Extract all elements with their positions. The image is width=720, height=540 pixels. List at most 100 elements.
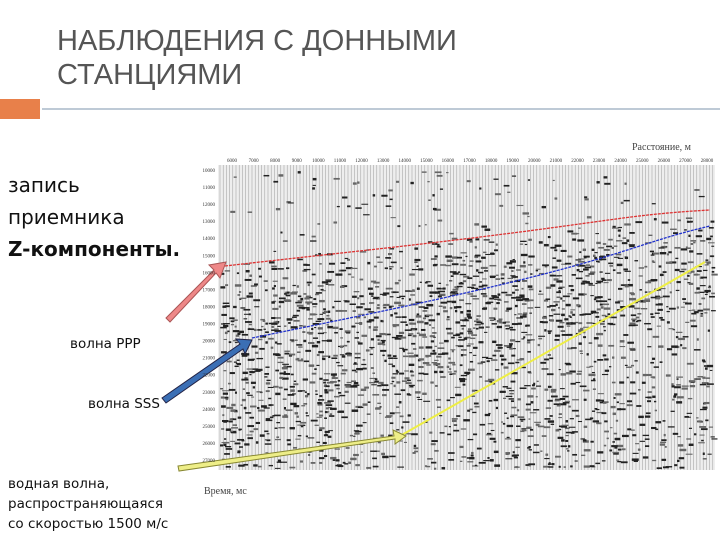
noise	[578, 322, 583, 325]
noise	[515, 296, 522, 299]
noise	[612, 269, 616, 272]
left-tick-label: 10000	[203, 169, 216, 174]
noise	[230, 323, 235, 326]
noise	[561, 424, 569, 427]
noise	[431, 362, 438, 364]
noise	[374, 380, 379, 383]
noise	[531, 384, 535, 387]
noise	[705, 419, 709, 422]
noise	[568, 426, 576, 428]
noise	[601, 412, 607, 415]
noise	[506, 424, 514, 428]
noise	[373, 296, 380, 298]
noise	[455, 333, 461, 336]
noise	[247, 358, 255, 361]
noise	[351, 276, 355, 278]
noise	[307, 331, 310, 334]
noise	[484, 270, 489, 272]
noise	[466, 313, 471, 316]
noise	[255, 421, 261, 425]
noise	[657, 308, 663, 311]
noise	[319, 263, 322, 265]
noise	[223, 421, 228, 423]
noise	[604, 182, 611, 185]
noise	[325, 404, 333, 407]
noise	[449, 373, 453, 376]
noise	[448, 357, 451, 360]
noise	[325, 283, 329, 285]
noise	[516, 269, 521, 271]
noise	[277, 268, 284, 270]
water-line	[399, 261, 706, 437]
noise	[303, 403, 308, 405]
noise	[434, 208, 441, 211]
noise	[654, 312, 660, 314]
noise	[467, 293, 474, 295]
noise	[621, 356, 626, 359]
noise	[264, 439, 271, 441]
noise	[369, 292, 374, 295]
noise	[308, 318, 313, 320]
noise	[408, 318, 415, 322]
noise	[696, 253, 703, 255]
noise	[656, 325, 661, 327]
noise	[399, 250, 403, 253]
noise	[353, 435, 356, 437]
noise	[617, 460, 622, 463]
noise	[688, 427, 693, 429]
top-tick-label: 25000	[636, 159, 649, 164]
label-ppp: волна PPP	[70, 336, 141, 352]
noise	[688, 443, 694, 446]
noise	[429, 324, 432, 326]
noise	[566, 322, 573, 325]
noise	[524, 243, 528, 246]
noise	[602, 354, 607, 357]
noise	[589, 465, 595, 468]
noise	[532, 451, 540, 454]
noise	[289, 427, 295, 430]
noise	[297, 390, 303, 392]
noise	[655, 303, 659, 306]
noise	[570, 309, 576, 311]
noise	[290, 292, 298, 295]
noise	[615, 419, 619, 422]
noise	[422, 362, 430, 365]
noise	[372, 297, 379, 300]
noise	[669, 291, 672, 294]
noise	[225, 448, 233, 450]
noise	[318, 429, 323, 432]
noise	[350, 385, 358, 388]
noise	[439, 342, 444, 344]
noise	[475, 260, 482, 263]
noise	[234, 284, 242, 287]
noise	[526, 426, 532, 430]
noise	[396, 429, 400, 431]
noise	[220, 396, 225, 399]
noise	[367, 401, 371, 403]
noise	[398, 331, 405, 335]
noise	[527, 307, 534, 309]
noise	[560, 445, 567, 448]
noise	[273, 294, 278, 297]
noise	[495, 274, 499, 276]
seismogram	[218, 165, 718, 470]
noise	[528, 465, 531, 467]
noise	[578, 342, 582, 345]
noise	[448, 368, 452, 370]
top-tick-label: 7000	[249, 159, 260, 164]
noise	[635, 221, 643, 224]
noise	[623, 268, 628, 271]
noise	[596, 332, 604, 336]
top-tick-label: 13000	[377, 159, 390, 164]
noise	[321, 357, 325, 360]
noise	[695, 235, 702, 238]
noise	[449, 307, 453, 310]
noise	[430, 381, 434, 384]
noise	[626, 400, 633, 403]
noise	[327, 400, 330, 403]
noise	[296, 304, 304, 307]
noise	[268, 397, 272, 400]
noise	[497, 346, 502, 349]
noise	[688, 282, 694, 285]
noise	[514, 304, 518, 308]
